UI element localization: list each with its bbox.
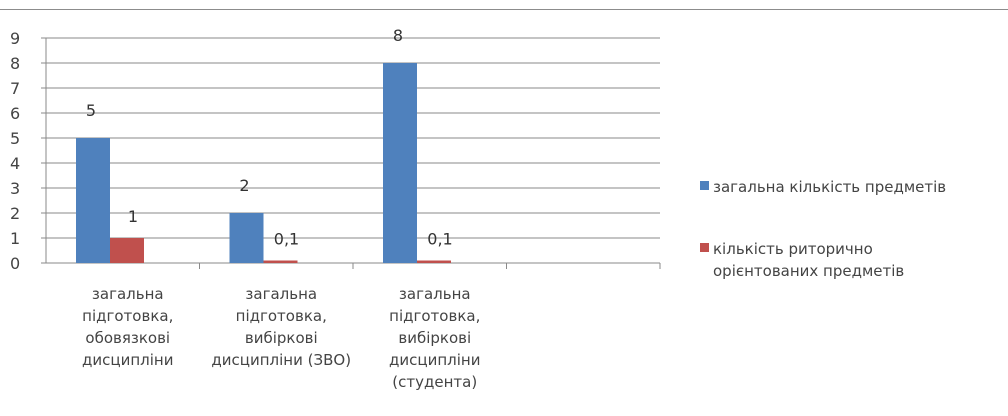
bar-series-1-cat-1 <box>263 260 298 263</box>
y-tick-label: 0 <box>10 254 20 273</box>
legend-item-total: загальна кількість предметів <box>700 176 1000 198</box>
category-label: дисципліни <box>82 351 173 369</box>
category-label: (студента) <box>392 373 477 391</box>
category-label: загальна <box>92 285 164 303</box>
y-tick-label: 3 <box>10 179 20 198</box>
top-border <box>0 9 1008 10</box>
legend-label-total: загальна кількість предметів <box>713 178 947 196</box>
y-tick-label: 1 <box>10 229 20 248</box>
category-label: підготовка, <box>389 307 480 325</box>
data-label: 1 <box>128 207 138 226</box>
y-tick-label: 6 <box>10 104 20 123</box>
data-label: 0,1 <box>427 230 452 249</box>
category-label: загальна <box>399 285 471 303</box>
bar-chart: 5 2 8 1 0,1 0,1 0 1 2 3 4 5 6 7 8 9 загальна підготовка… <box>10 26 661 391</box>
y-tick-label: 7 <box>10 79 20 98</box>
bar-series-0-cat-0 <box>76 138 110 263</box>
data-label: 5 <box>86 101 96 120</box>
bar-series-0-cat-1 <box>229 213 264 263</box>
category-label: підготовка, <box>82 307 173 325</box>
category-label: обовязкові <box>85 329 170 347</box>
legend-swatch-total <box>700 181 709 190</box>
category-label: вибіркові <box>245 329 318 347</box>
y-tick-label: 8 <box>10 54 20 73</box>
y-tick-labels: 0 1 2 3 4 5 6 7 8 9 <box>10 29 20 273</box>
gridlines <box>46 37 660 239</box>
y-tick-label: 4 <box>10 154 20 173</box>
category-label: підготовка, <box>236 307 327 325</box>
bar-series-1-cat-2 <box>417 260 451 263</box>
legend-item-rhetorical: кількість риторично орієнтованих предмет… <box>700 238 1000 282</box>
y-tick-label: 9 <box>10 29 20 48</box>
legend-label-rhetorical: кількість риторично орієнтованих предмет… <box>713 240 905 280</box>
category-label: вибіркові <box>398 329 471 347</box>
data-label: 2 <box>239 176 249 195</box>
category-labels: загальна підготовка, обовязкові дисципліни з… <box>82 285 480 391</box>
bar-series-0-cat-2 <box>383 63 417 263</box>
category-label: загальна <box>245 285 317 303</box>
bar-series-1-cat-0 <box>110 238 144 263</box>
y-tick-label: 5 <box>10 129 20 148</box>
category-label: дисципліни <box>389 351 480 369</box>
data-labels: 5 2 8 1 0,1 0,1 <box>86 26 453 249</box>
category-label: дисципліни (ЗВО) <box>211 351 351 369</box>
data-label: 8 <box>393 26 403 45</box>
y-tick-label: 2 <box>10 204 20 223</box>
axes <box>41 37 661 269</box>
data-label: 0,1 <box>274 230 299 249</box>
bars <box>76 63 451 263</box>
legend-swatch-rhetorical <box>700 243 709 252</box>
legend: загальна кількість предметів кількість р… <box>700 176 1000 322</box>
